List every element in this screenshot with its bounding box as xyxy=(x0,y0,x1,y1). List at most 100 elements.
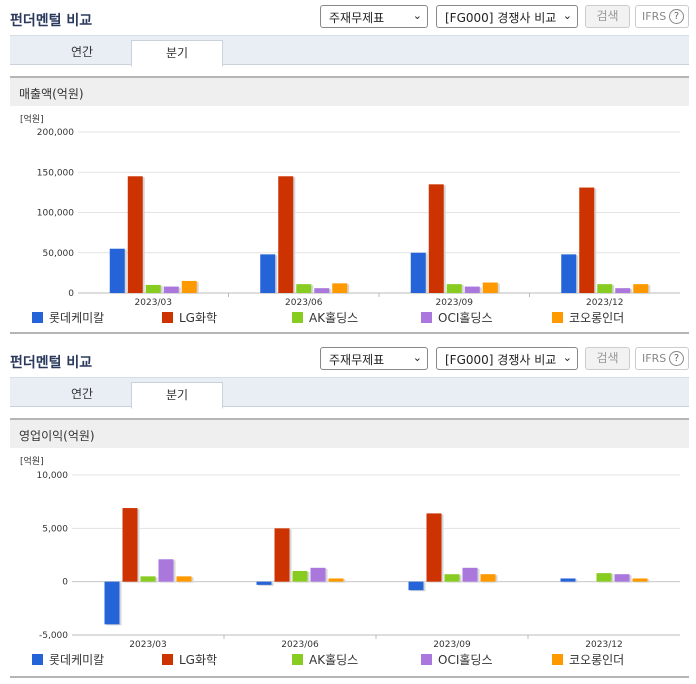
bar[interactable] xyxy=(597,284,613,293)
bar[interactable] xyxy=(278,176,294,293)
bar[interactable] xyxy=(633,284,649,293)
compare-select[interactable]: [FG000] 경쟁사 비교 ⌄ xyxy=(436,347,578,370)
panel-divider xyxy=(10,332,689,334)
bar[interactable] xyxy=(314,288,330,293)
bar[interactable] xyxy=(176,576,192,582)
tab-quarterly[interactable]: 분기 xyxy=(131,40,223,67)
chevron-down-icon: ⌄ xyxy=(412,9,422,22)
bar[interactable] xyxy=(181,280,197,293)
ifrs-button[interactable]: IFRS ? xyxy=(635,5,689,28)
legend-swatch xyxy=(421,654,432,665)
bar[interactable] xyxy=(296,284,312,293)
y-tick-label: -5,000 xyxy=(39,631,68,641)
period-tabs: 연간 분기 xyxy=(10,35,689,67)
tab-annual[interactable]: 연간 xyxy=(70,387,94,401)
bar[interactable] xyxy=(410,252,426,293)
legend-swatch xyxy=(292,312,303,323)
bar[interactable] xyxy=(482,282,498,293)
legend-label[interactable]: 코오롱인더 xyxy=(569,311,624,325)
legend-label[interactable]: 롯데케미칼 xyxy=(49,653,104,667)
legend-label[interactable]: 롯데케미칼 xyxy=(49,311,104,325)
search-button[interactable]: 검색 xyxy=(585,347,630,370)
statement-select[interactable]: 주재무제표 ⌄ xyxy=(320,5,428,28)
bar[interactable] xyxy=(104,581,120,625)
chevron-down-icon: ⌄ xyxy=(412,351,422,364)
legend-swatch xyxy=(552,654,563,665)
bar[interactable] xyxy=(615,288,631,293)
legend-label[interactable]: AK홀딩스 xyxy=(309,653,358,667)
bar[interactable] xyxy=(292,571,308,582)
panel-header: 펀더멘털 비교 주재무제표 ⌄ [FG000] 경쟁사 비교 ⌄ 검색 IFRS… xyxy=(0,0,696,34)
bar[interactable] xyxy=(145,284,161,293)
bar[interactable] xyxy=(158,559,174,582)
metric-header: 영업이익(억원) xyxy=(10,418,689,448)
y-tick-label: 10,000 xyxy=(37,471,69,481)
help-icon: ? xyxy=(669,351,684,366)
legend-label[interactable]: OCI홀딩스 xyxy=(438,311,492,325)
bar[interactable] xyxy=(614,574,630,582)
bar[interactable] xyxy=(122,508,138,582)
bar[interactable] xyxy=(127,176,143,293)
tab-annual[interactable]: 연간 xyxy=(70,45,94,59)
bar[interactable] xyxy=(408,581,424,591)
bar[interactable] xyxy=(328,578,344,582)
bar[interactable] xyxy=(332,283,348,293)
bar[interactable] xyxy=(596,573,612,582)
legend-label[interactable]: AK홀딩스 xyxy=(309,311,358,325)
bar[interactable] xyxy=(579,187,595,293)
bar[interactable] xyxy=(426,513,442,582)
bar[interactable] xyxy=(464,286,480,293)
legend-swatch xyxy=(32,654,43,665)
y-tick-label: 50,000 xyxy=(43,249,75,259)
x-tick-label: 2023/09 xyxy=(436,298,474,308)
metric-header: 매출액(억원) xyxy=(10,76,689,106)
panel-header: 펀더멘털 비교 주재무제표 ⌄ [FG000] 경쟁사 비교 ⌄ 검색 IFRS… xyxy=(0,342,696,376)
period-tabs: 연간 분기 xyxy=(10,377,689,409)
ifrs-label: IFRS xyxy=(642,352,667,365)
y-tick-label: 0 xyxy=(68,289,74,299)
bar[interactable] xyxy=(140,576,156,582)
ifrs-label: IFRS xyxy=(642,10,667,23)
bar[interactable] xyxy=(310,567,326,582)
search-button[interactable]: 검색 xyxy=(585,5,630,28)
x-tick-label: 2023/06 xyxy=(285,298,323,308)
legend-label[interactable]: LG화학 xyxy=(179,311,217,325)
x-tick-label: 2023/03 xyxy=(135,298,172,308)
fundamental-panel-revenue: 펀더멘털 비교 주재무제표 ⌄ [FG000] 경쟁사 비교 ⌄ 검색 IFRS… xyxy=(0,0,696,340)
legend-label[interactable]: LG화학 xyxy=(179,653,217,667)
panel-title: 펀더멘털 비교 xyxy=(10,13,93,29)
bar[interactable] xyxy=(256,581,272,585)
bar[interactable] xyxy=(561,254,577,293)
ifrs-button[interactable]: IFRS ? xyxy=(635,347,689,370)
tab-quarterly[interactable]: 분기 xyxy=(131,382,223,409)
x-tick-label: 2023/03 xyxy=(129,640,166,650)
x-tick-label: 2023/09 xyxy=(433,640,471,650)
bar[interactable] xyxy=(480,574,496,582)
bar[interactable] xyxy=(462,567,478,582)
legend-label[interactable]: 코오롱인더 xyxy=(569,653,624,667)
bar[interactable] xyxy=(446,284,462,293)
y-tick-label: 5,000 xyxy=(42,524,68,534)
panel-divider xyxy=(10,676,689,678)
metric-label: 매출액(억원) xyxy=(19,87,84,101)
legend-label[interactable]: OCI홀딩스 xyxy=(438,653,492,667)
y-tick-label: 200,000 xyxy=(37,128,74,138)
legend-swatch xyxy=(552,312,563,323)
revenue-chart: [억원] 0 50,000 100,000 150,000 200,000 2023/03 2… xyxy=(20,113,680,325)
bar[interactable] xyxy=(444,574,460,582)
statement-select[interactable]: 주재무제표 ⌄ xyxy=(320,347,428,370)
compare-select[interactable]: [FG000] 경쟁사 비교 ⌄ xyxy=(436,5,578,28)
legend-swatch xyxy=(292,654,303,665)
panel-title: 펀더멘털 비교 xyxy=(10,355,93,371)
chevron-down-icon: ⌄ xyxy=(562,9,572,22)
bar[interactable] xyxy=(274,528,290,582)
help-icon: ? xyxy=(669,9,684,24)
bar[interactable] xyxy=(260,254,276,293)
bar[interactable] xyxy=(109,248,125,293)
x-tick-label: 2023/12 xyxy=(586,298,623,308)
bar[interactable] xyxy=(163,286,179,293)
bar[interactable] xyxy=(428,184,444,293)
bar[interactable] xyxy=(632,578,648,582)
bar[interactable] xyxy=(560,578,576,582)
y-tick-label: 0 xyxy=(62,578,68,588)
